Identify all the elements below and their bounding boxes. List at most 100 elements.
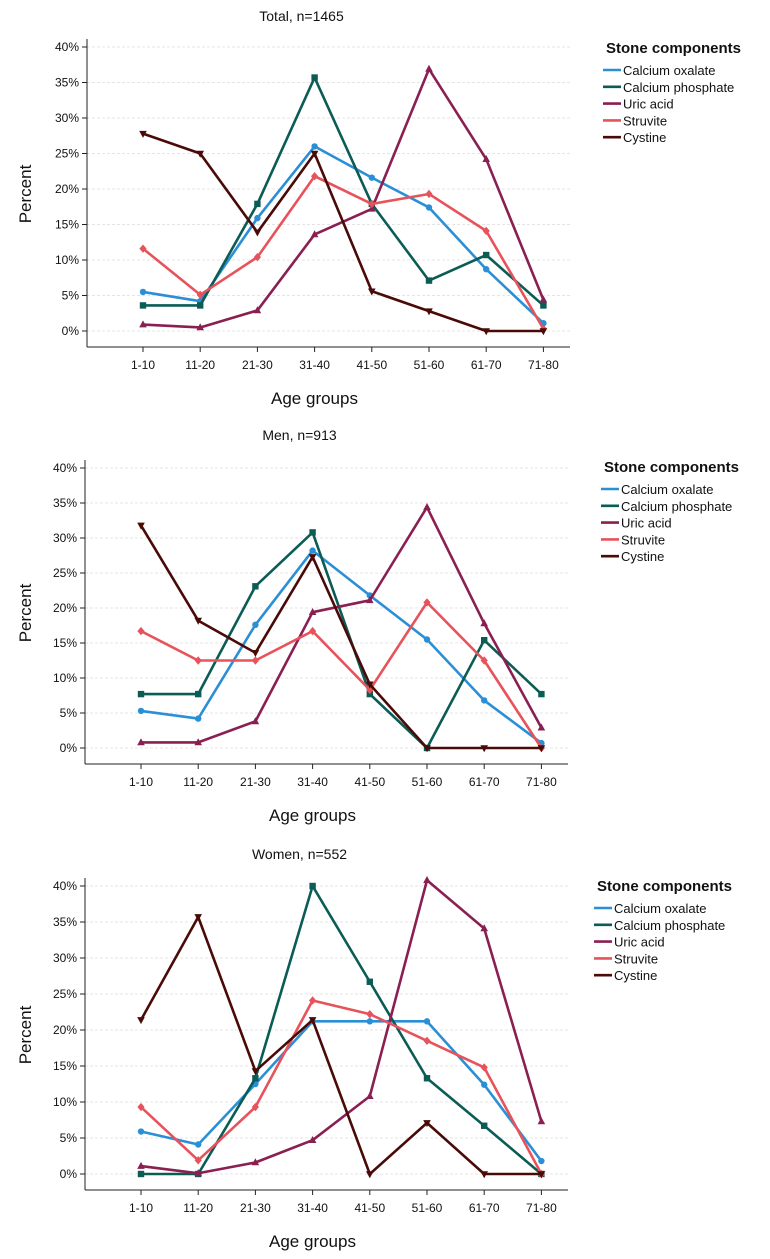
x-tick-label: 1-10: [129, 775, 153, 789]
data-point: [137, 1170, 145, 1178]
series-line: [140, 1020, 543, 1162]
data-point: [194, 1169, 202, 1177]
data-point: [481, 1122, 488, 1129]
data-point: [137, 1161, 145, 1169]
data-point: [139, 320, 147, 328]
x-tick-label: 11-20: [183, 775, 213, 789]
y-axis-label: Percent: [16, 1005, 35, 1064]
legend-label: Struvite: [614, 951, 658, 966]
y-tick-label: 20%: [53, 601, 77, 615]
data-point: [309, 547, 316, 554]
data-point: [423, 1036, 431, 1045]
x-tick-label: 61-70: [471, 358, 502, 372]
data-point: [540, 302, 547, 309]
legend-title: Stone components: [597, 878, 732, 895]
data-point: [480, 1171, 488, 1179]
data-point: [368, 174, 375, 181]
data-point: [137, 707, 145, 715]
data-point: [366, 690, 373, 698]
legend: Stone components Calcium oxalate Calcium p…: [594, 878, 732, 983]
data-point: [366, 1092, 374, 1100]
data-point: [252, 583, 259, 590]
data-point: [308, 1017, 317, 1025]
series-line: [142, 67, 545, 329]
series-line: [140, 999, 543, 1175]
x-tick-label: 31-40: [297, 1201, 328, 1215]
data-point: [251, 1158, 260, 1166]
series-calcium-oxalate: [137, 547, 545, 747]
data-point: [308, 608, 317, 615]
legend-label: Cystine: [614, 968, 657, 983]
data-point: [483, 266, 490, 273]
data-point: [480, 924, 488, 932]
x-axis-label: Age groups: [269, 1232, 356, 1251]
y-tick-label: 20%: [55, 182, 79, 196]
data-point: [481, 697, 488, 704]
series-cystine: [137, 914, 546, 1179]
data-point: [311, 172, 319, 181]
data-point: [251, 650, 260, 657]
data-point: [251, 1068, 260, 1076]
data-point: [537, 1117, 546, 1125]
series-calcium-phosphate: [137, 882, 545, 1178]
y-tick-label: 25%: [53, 566, 77, 580]
data-point: [423, 503, 431, 510]
y-tick-label: 35%: [53, 496, 77, 510]
legend-label: Cystine: [621, 549, 664, 564]
data-point: [137, 522, 145, 530]
data-point: [537, 723, 546, 731]
legend: Stone components Calcium oxalate Calcium p…: [603, 40, 741, 145]
data-point: [423, 636, 431, 643]
data-point: [195, 690, 202, 698]
series-line: [142, 145, 545, 325]
data-point: [482, 226, 490, 236]
data-point: [308, 554, 317, 562]
chart-panel-3: Women, n=552 0% 5% 10% 15% 20% 25% 30% 35% 40% 1-1…: [16, 846, 732, 1251]
data-point: [368, 199, 376, 209]
y-tick-label: 0%: [62, 324, 80, 338]
legend-label: Uric acid: [623, 97, 674, 112]
x-axis-label: Age groups: [271, 389, 358, 408]
data-point: [425, 64, 433, 72]
data-point: [196, 323, 204, 331]
data-point: [251, 717, 260, 725]
chart-panel-1: Total, n=1465 0% 5% 10% 15% 20% 25% 30% 35% 40% 1-…: [16, 8, 741, 408]
data-point: [425, 189, 433, 199]
y-tick-label: 5%: [60, 706, 78, 720]
legend-label: Cystine: [623, 130, 666, 145]
y-tick-label: 5%: [60, 1131, 78, 1145]
data-point: [252, 1075, 259, 1082]
x-tick-label: 1-10: [129, 1201, 153, 1215]
legend-label: Uric acid: [621, 516, 672, 531]
y-tick-label: 10%: [55, 253, 79, 267]
data-point: [137, 738, 145, 746]
data-point: [482, 328, 490, 336]
data-point: [423, 1018, 431, 1025]
data-point: [253, 229, 262, 237]
data-point: [195, 715, 202, 722]
x-tick-label: 71-80: [526, 775, 557, 789]
x-axis-label: Age groups: [269, 806, 356, 825]
series-line: [140, 549, 543, 745]
data-point: [197, 302, 204, 309]
data-point: [425, 204, 433, 211]
data-point: [309, 626, 317, 636]
data-point: [309, 529, 316, 536]
x-tick-label: 61-70: [469, 1201, 500, 1215]
x-tick-label: 41-50: [354, 775, 385, 789]
data-point: [196, 150, 204, 158]
data-point: [194, 914, 202, 922]
legend-label: Uric acid: [614, 935, 665, 950]
y-tick-label: 40%: [55, 40, 79, 54]
y-tick-label: 40%: [53, 461, 77, 475]
data-point: [366, 596, 374, 604]
data-point: [310, 230, 319, 238]
x-tick-label: 21-30: [240, 1201, 271, 1215]
series-line: [140, 878, 543, 1175]
data-point: [366, 1171, 374, 1179]
data-point: [480, 619, 488, 627]
y-tick-label: 35%: [55, 76, 79, 90]
data-point: [423, 598, 431, 607]
data-point: [137, 1128, 145, 1135]
series-struvite: [137, 598, 545, 753]
